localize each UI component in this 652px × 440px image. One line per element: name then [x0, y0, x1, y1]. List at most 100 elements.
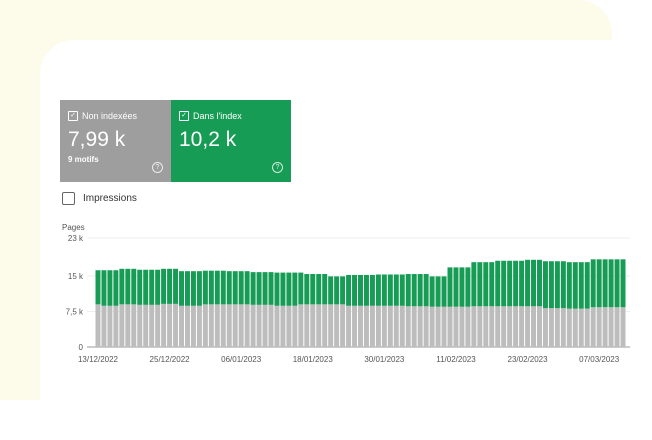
bar-non-indexed [554, 308, 560, 347]
bar-non-indexed [328, 304, 334, 347]
checkbox-unchecked-icon[interactable] [62, 192, 75, 205]
checkbox-checked-icon[interactable]: ✓ [179, 111, 189, 121]
bar-non-indexed [519, 306, 525, 347]
bar-non-indexed [316, 304, 322, 347]
bar-indexed [602, 259, 608, 308]
bar-non-indexed [292, 305, 298, 347]
help-icon[interactable]: ? [272, 162, 283, 173]
bar-indexed [381, 274, 387, 306]
bar-non-indexed [483, 306, 489, 347]
metric-value: 7,99 k [68, 128, 126, 151]
y-tick-label: 15 k [68, 272, 84, 281]
bar-indexed [572, 262, 578, 309]
bar-non-indexed [346, 305, 352, 347]
bar-indexed [304, 274, 310, 305]
bar-non-indexed [220, 304, 226, 347]
bar-non-indexed [167, 303, 173, 347]
bar-indexed [620, 259, 626, 308]
bar-non-indexed [489, 306, 495, 347]
bar-indexed [310, 274, 316, 305]
bar-indexed [596, 259, 602, 308]
bar-non-indexed [399, 305, 405, 347]
metric-non-indexed[interactable]: ✓ Non indexées 7,99 k 9 motifs ? [60, 100, 171, 182]
bar-indexed [369, 274, 375, 306]
x-tick-label: 13/12/2022 [78, 355, 119, 364]
bar-non-indexed [244, 304, 250, 347]
bar-non-indexed [441, 306, 447, 347]
bar-indexed [173, 268, 179, 304]
bar-indexed [477, 262, 483, 307]
bar-indexed [519, 260, 525, 307]
metric-label: Dans l'index [193, 111, 242, 121]
bar-indexed [131, 268, 137, 305]
bar-indexed [184, 271, 190, 306]
bar-indexed [250, 272, 256, 305]
bar-indexed [429, 276, 435, 307]
bar-indexed [531, 259, 537, 307]
bar-indexed [161, 268, 167, 304]
x-tick-label: 30/01/2023 [364, 355, 405, 364]
bar-non-indexed [459, 306, 465, 347]
metric-indexed[interactable]: ✓ Dans l'index 10,2 k ? [171, 100, 291, 182]
y-axis-label: Pages [62, 223, 85, 232]
bar-non-indexed [268, 304, 274, 347]
bar-non-indexed [358, 305, 363, 347]
bar-indexed [435, 276, 441, 307]
bar-non-indexed [196, 305, 202, 347]
bar-indexed [208, 270, 214, 305]
bar-indexed [95, 270, 101, 305]
bar-non-indexed [387, 305, 393, 347]
bar-non-indexed [381, 305, 387, 347]
bar-indexed [584, 262, 590, 309]
bar-non-indexed [423, 306, 429, 347]
bar-indexed [537, 259, 542, 307]
bar-non-indexed [435, 306, 441, 347]
bar-indexed [286, 272, 292, 306]
bar-indexed [226, 271, 232, 305]
bar-indexed [423, 274, 429, 307]
bar-indexed [489, 262, 495, 307]
metric-label: Non indexées [82, 111, 138, 121]
bar-non-indexed [286, 305, 292, 347]
bar-indexed [125, 268, 131, 305]
bar-non-indexed [584, 308, 590, 347]
bar-indexed [560, 261, 566, 309]
bar-indexed [101, 270, 107, 306]
bar-indexed [352, 274, 358, 306]
bar-non-indexed [280, 305, 286, 347]
bar-non-indexed [596, 307, 602, 347]
bar-non-indexed [620, 307, 626, 347]
bar-non-indexed [393, 305, 399, 347]
bar-non-indexed [405, 306, 411, 347]
checkbox-checked-icon[interactable]: ✓ [68, 111, 78, 121]
bar-indexed [268, 272, 274, 305]
bar-indexed [417, 274, 423, 307]
bar-non-indexed [363, 305, 369, 347]
metric-value: 10,2 k [179, 128, 237, 151]
bar-indexed [262, 272, 268, 305]
bar-indexed [196, 271, 202, 306]
bar-non-indexed [161, 303, 167, 347]
bar-indexed [214, 270, 220, 305]
bar-indexed [399, 274, 405, 306]
y-tick-label: 23 k [68, 234, 84, 243]
bar-non-indexed [250, 304, 256, 347]
bar-non-indexed [232, 304, 238, 347]
bar-non-indexed [590, 307, 596, 347]
bar-indexed [155, 269, 161, 305]
bar-indexed [542, 261, 548, 309]
bar-non-indexed [214, 304, 220, 347]
bar-non-indexed [179, 305, 184, 347]
help-icon[interactable]: ? [152, 162, 163, 173]
bar-non-indexed [298, 304, 304, 347]
bar-non-indexed [208, 304, 214, 347]
impressions-checkbox[interactable]: Impressions [62, 192, 137, 205]
x-tick-label: 06/01/2023 [221, 355, 262, 364]
bar-indexed [495, 260, 501, 307]
bar-indexed [405, 274, 411, 307]
bar-non-indexed [322, 304, 328, 347]
bar-non-indexed [190, 305, 196, 347]
bar-non-indexed [471, 306, 477, 347]
bar-indexed [107, 270, 113, 306]
